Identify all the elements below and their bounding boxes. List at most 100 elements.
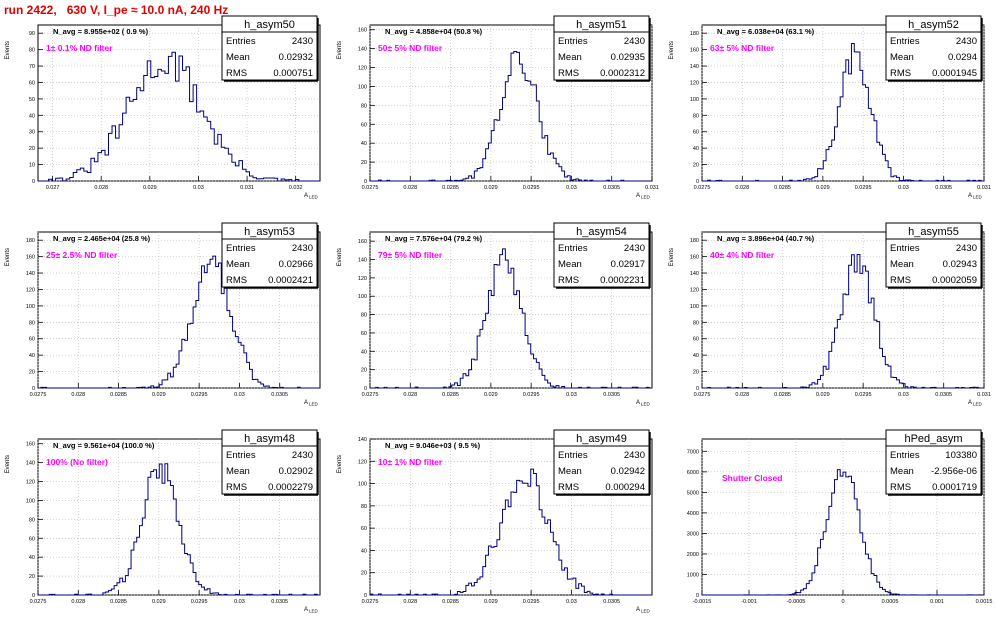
stats-value-mean: 0.02942 [611, 466, 645, 477]
x-tick-label: 0.0295 [523, 599, 540, 605]
stats-value-entries: 103380 [945, 450, 977, 461]
stats-value-entries: 2430 [956, 36, 977, 47]
y-tick-label: 20 [29, 370, 35, 376]
y-tick-label: 3000 [687, 531, 699, 537]
y-tick-label: 60 [693, 337, 699, 343]
stats-value-mean: -2.956e-06 [931, 466, 977, 477]
stats-value-mean: 0.02966 [279, 259, 313, 270]
x-tick-label: 0.0275 [362, 599, 379, 605]
y-tick-label: 0 [32, 179, 35, 185]
navg-label: N_avg = 9.046e+03 ( 9.5 %) [385, 441, 481, 450]
stats-label-mean: Mean [890, 52, 914, 63]
y-tick-label: 120 [358, 66, 367, 72]
y-axis-label: Events [669, 248, 675, 266]
y-tick-label: 60 [361, 331, 367, 337]
navg-label: N_avg = 9.561e+04 (100.0 %) [53, 441, 155, 450]
y-tick-label: 6000 [687, 470, 699, 476]
x-tick-label: 0.0305 [935, 185, 952, 191]
stats-value-mean: 0.02943 [943, 259, 977, 270]
stats-value-rms: 0.0002312 [600, 68, 645, 79]
y-tick-label: 80 [361, 103, 367, 109]
x-tick-label: 0.028 [735, 392, 749, 398]
histogram-line [702, 253, 984, 389]
x-tick-label: 0.0295 [523, 392, 540, 398]
y-tick-label: 60 [29, 536, 35, 542]
x-tick-label: 0.028 [71, 599, 85, 605]
y-tick-label: 160 [690, 255, 699, 261]
x-tick-label: 0.0305 [271, 392, 288, 398]
y-tick-label: 120 [26, 480, 35, 486]
y-tick-label: 30 [29, 130, 35, 136]
y-tick-label: 40 [29, 353, 35, 359]
y-tick-label: 100 [26, 304, 35, 310]
stats-value-entries: 2430 [624, 450, 645, 461]
navg-label: N_avg = 4.858e+04 (50.8 %) [385, 27, 483, 36]
x-axis-label: ALED [968, 193, 983, 200]
stats-label-entries: Entries [890, 450, 920, 461]
y-tick-label: 20 [29, 146, 35, 152]
x-tick-label: 0.0285 [774, 185, 791, 191]
histogram-line [702, 469, 984, 596]
y-tick-label: 180 [26, 238, 35, 244]
x-tick-label: 0.0275 [30, 392, 47, 398]
y-tick-label: 140 [26, 461, 35, 467]
stats-value-mean: 0.0294 [948, 52, 977, 63]
y-tick-label: 7000 [687, 449, 699, 455]
histogram-line [370, 248, 652, 389]
stats-box [221, 15, 318, 81]
stats-label-mean: Mean [890, 466, 914, 477]
x-tick-label: 0.029 [484, 392, 498, 398]
stats-value-entries: 2430 [956, 243, 977, 254]
x-tick-label: 0.0015 [976, 599, 993, 605]
stats-label-mean: Mean [558, 52, 582, 63]
stats-label-rms: RMS [558, 482, 579, 493]
x-axis-label: ALED [304, 193, 319, 200]
x-tick-label: 0.0305 [935, 392, 952, 398]
stats-value-rms: 0.000751 [273, 68, 313, 79]
y-tick-label: 50 [29, 97, 35, 103]
stats-value-entries: 2430 [624, 243, 645, 254]
x-tick-label: 0.0285 [442, 185, 459, 191]
x-tick-label: 0.0305 [603, 185, 620, 191]
x-tick-label: 0.0305 [603, 392, 620, 398]
stats-label-entries: Entries [226, 450, 256, 461]
histogram-panel-4: 0.0275 0.028 0.0285 0.029 0.0295 0.03 0.0305 0 2… [5, 222, 321, 407]
y-tick-label: 140 [358, 47, 367, 53]
x-tick-label: 0.029 [816, 392, 830, 398]
stats-box [885, 429, 982, 495]
y-tick-label: 0 [696, 593, 699, 599]
stats-label-rms: RMS [226, 68, 247, 79]
x-tick-label: 0.0295 [855, 185, 872, 191]
x-tick-label: 0.03 [566, 185, 577, 191]
x-tick-label: 0.029 [143, 185, 157, 191]
y-tick-label: 120 [690, 287, 699, 293]
x-tick-label: 0.03 [898, 185, 909, 191]
stats-label-rms: RMS [558, 275, 579, 286]
stats-label-mean: Mean [890, 259, 914, 270]
y-tick-label: 10 [29, 163, 35, 169]
x-axis-label: ALED [636, 607, 651, 614]
y-tick-label: 120 [26, 287, 35, 293]
stats-label-entries: Entries [890, 36, 920, 47]
y-tick-label: 90 [29, 31, 35, 37]
x-tick-label: 0.028 [71, 392, 85, 398]
x-tick-label: 0.0005 [882, 599, 899, 605]
stats-label-rms: RMS [890, 68, 911, 79]
y-tick-label: 160 [26, 255, 35, 261]
x-tick-label: 0.0275 [362, 392, 379, 398]
x-tick-label: 0.028 [94, 185, 108, 191]
x-tick-label: 0.03 [566, 392, 577, 398]
stats-value-entries: 2430 [292, 36, 313, 47]
x-tick-label: 0.0275 [694, 392, 711, 398]
stats-label-entries: Entries [226, 36, 256, 47]
x-tick-label: 0.0285 [110, 392, 127, 398]
y-tick-label: 100 [358, 294, 367, 300]
y-tick-label: 40 [361, 141, 367, 147]
y-tick-label: 0 [696, 179, 699, 185]
navg-label: N_avg = 7.576e+04 (79.2 %) [385, 234, 483, 243]
stats-label-entries: Entries [558, 243, 588, 254]
x-tick-label: -0.0005 [787, 599, 806, 605]
y-tick-label: 0 [32, 593, 35, 599]
histogram-panel-3: 0.0275 0.028 0.0285 0.029 0.0295 0.03 0.0305 0.… [669, 15, 991, 200]
histogram-line [370, 51, 652, 182]
